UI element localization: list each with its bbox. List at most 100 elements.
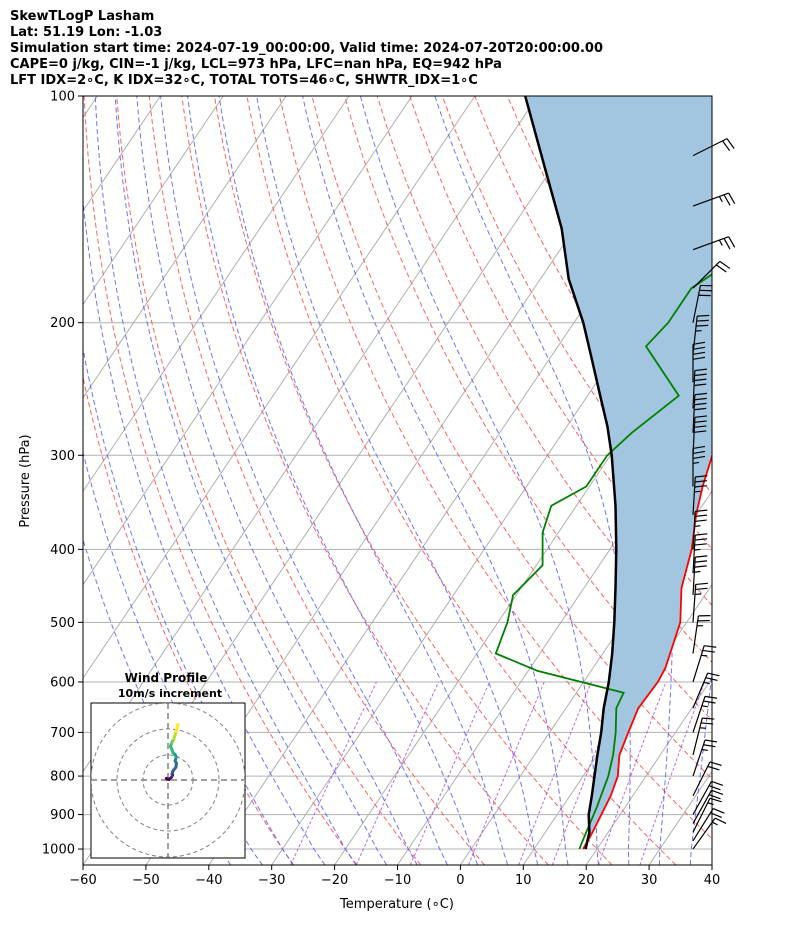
wind-barb <box>692 415 708 456</box>
barb-full <box>712 807 725 814</box>
barb-full <box>694 560 708 563</box>
y-tick-label: 200 <box>50 316 75 331</box>
wind-barb <box>692 615 711 654</box>
dry-adiabat <box>83 374 294 865</box>
barb-staff <box>692 476 696 515</box>
wind-barb <box>692 368 707 409</box>
barb-staff <box>692 511 696 550</box>
x-tick-label: 40 <box>704 873 721 888</box>
location-line: Lat: 51.19 Lon: -1.03 <box>10 25 163 40</box>
y-tick-label: 900 <box>50 808 75 823</box>
barb-full <box>704 645 717 648</box>
barb-full <box>700 722 714 725</box>
dewpoint-line <box>494 273 712 850</box>
barb-half <box>701 705 708 708</box>
wind-barb <box>692 533 708 574</box>
moist-adiabat <box>218 96 509 865</box>
wind-barb <box>692 314 710 354</box>
dry-adiabat <box>735 96 794 865</box>
barb-half <box>703 681 710 685</box>
y-axis-label: Pressure (hPa) <box>18 434 33 527</box>
barb-half <box>694 490 701 493</box>
barb-half <box>692 461 700 465</box>
barb-staff <box>692 717 703 756</box>
barb-full <box>692 445 706 450</box>
mixing-ratio-line <box>355 681 440 865</box>
barb-half <box>707 802 714 806</box>
wind-barb <box>692 392 708 433</box>
barb-full <box>703 700 716 704</box>
barb-staff <box>692 817 716 850</box>
mixing-ratio-line <box>518 681 592 865</box>
barb-staff <box>692 615 699 654</box>
barb-staff <box>692 557 696 596</box>
isotherm <box>459 490 712 865</box>
isotherm <box>334 303 712 865</box>
wind-barb <box>692 789 724 824</box>
x-tick-label: −50 <box>132 873 159 888</box>
isotherm <box>585 677 712 865</box>
barb-full <box>697 314 710 317</box>
barb-staff <box>692 798 711 833</box>
barb-staff <box>692 138 728 157</box>
barb-staff <box>692 192 729 207</box>
wind-barb <box>692 739 718 777</box>
barb-full <box>692 455 706 460</box>
wind-barb <box>692 138 735 157</box>
barb-full <box>696 324 709 327</box>
figure-title: SkewTLogP Lasham <box>10 9 155 24</box>
mixing-ratio-line <box>597 681 667 865</box>
inset-subtitle: 10m/s increment <box>118 687 222 700</box>
isotherm <box>83 96 350 493</box>
wind-barb <box>692 555 708 596</box>
barb-half <box>711 821 718 826</box>
parcel-line <box>523 96 618 850</box>
inset-title: Wind Profile <box>125 671 208 685</box>
x-tick-label: −60 <box>69 873 96 888</box>
barb-full <box>692 346 706 350</box>
barb-full <box>723 238 731 250</box>
dry-adiabat <box>279 96 712 840</box>
wind-barb <box>692 645 717 683</box>
barb-half <box>701 748 708 752</box>
barb-full <box>695 587 708 591</box>
dry-adiabat <box>311 96 712 780</box>
barb-full <box>728 236 736 248</box>
barb-staff <box>692 696 706 733</box>
barb-full <box>695 509 708 513</box>
barb-half <box>694 548 701 551</box>
barb-full <box>714 817 727 825</box>
barb-full <box>695 555 708 558</box>
isotherm <box>83 96 413 586</box>
barb-full <box>711 789 724 795</box>
barb-staff <box>692 260 721 289</box>
barb-half <box>694 570 701 573</box>
y-tick-label: 400 <box>50 543 75 558</box>
barb-half <box>718 196 723 203</box>
x-tick-label: −10 <box>384 873 411 888</box>
barb-full <box>703 744 716 748</box>
barb-staff <box>692 417 696 456</box>
mixing-ratio-line <box>290 681 377 865</box>
isotherm <box>83 96 287 399</box>
x-tick-label: 10 <box>515 873 532 888</box>
barb-full <box>692 341 706 345</box>
indices-line-2: LFT IDX=2∘C, K IDX=32∘C, TOTAL TOTS=46∘C… <box>10 73 478 88</box>
dry-adiabat <box>116 96 422 865</box>
barb-full <box>694 519 707 523</box>
barb-full <box>728 192 736 204</box>
moist-adiabat <box>94 96 357 865</box>
dry-adiabat <box>246 96 677 865</box>
mixing-ratio-line <box>468 681 545 865</box>
indices-line-1: CAPE=0 j/kg, CIN=-1 j/kg, LCL=973 hPa, L… <box>10 57 502 72</box>
barb-full <box>715 264 727 273</box>
barb-full <box>707 765 720 771</box>
x-tick-label: −40 <box>195 873 222 888</box>
barb-full <box>704 695 718 699</box>
barb-full <box>695 533 708 536</box>
x-axis-ticks: −60 −50 −40 −30 −20 −10 0 10 20 30 40 <box>69 865 720 888</box>
y-tick-label: 100 <box>50 90 75 105</box>
barb-full <box>708 794 721 800</box>
wind-barb <box>692 509 708 550</box>
